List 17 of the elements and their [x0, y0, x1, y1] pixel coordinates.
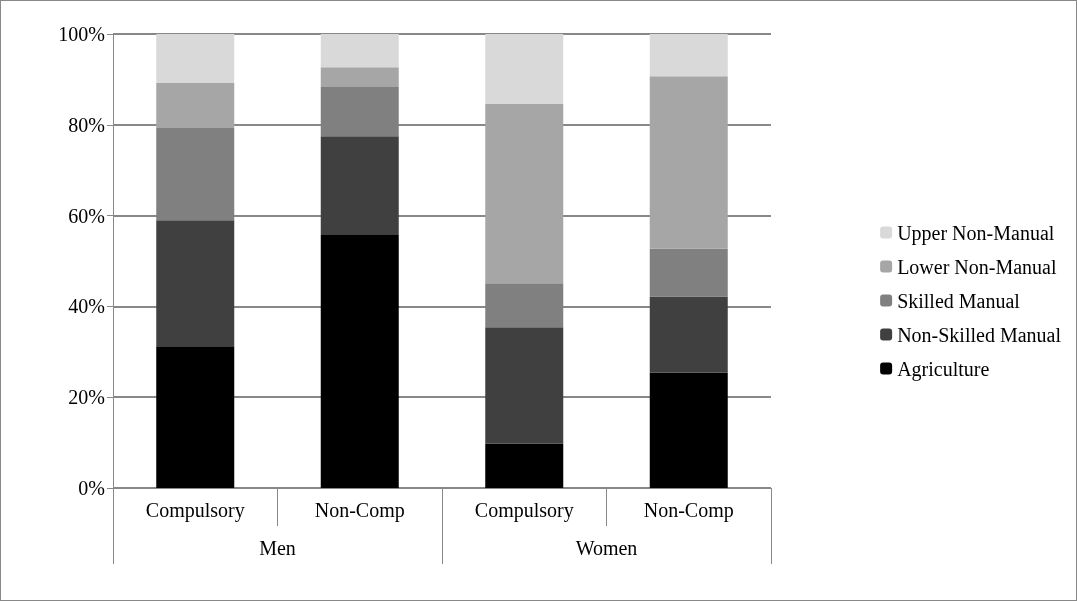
y-tick-label: 100%: [58, 23, 105, 45]
y-tick-label: 0%: [78, 477, 105, 499]
y-tick-label: 40%: [68, 295, 105, 318]
text: Women: [575, 537, 638, 559]
x-tick-label: Compulsory: [474, 499, 574, 522]
legend-label: Agriculture: [897, 357, 990, 381]
legend-label: Skilled Manual: [897, 289, 1021, 312]
legend-label: Non-Skilled Manual: [897, 323, 1062, 346]
legend-label: Upper Non-Manual: [897, 221, 1055, 245]
y-tick-label: 60%: [68, 204, 105, 227]
x-tick-label: Compulsory: [145, 499, 245, 522]
text: Men: [259, 537, 296, 559]
x-tick-label: Non-Comp: [314, 499, 405, 522]
y-tick-label: 20%: [68, 386, 105, 409]
x-tick-label: Non-Comp: [643, 499, 734, 522]
legend-label: Lower Non-Manual: [897, 255, 1057, 278]
y-tick-label: 80%: [68, 113, 105, 136]
